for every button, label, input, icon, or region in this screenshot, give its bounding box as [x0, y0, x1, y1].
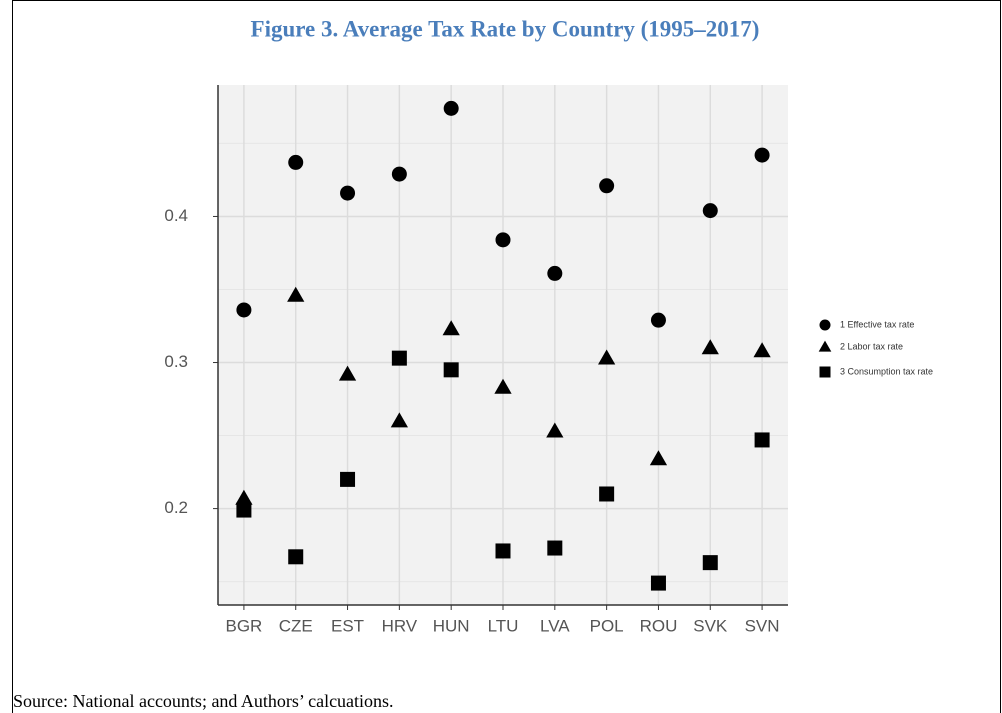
point — [702, 203, 718, 219]
x-tick-label: BGR — [225, 616, 262, 635]
point — [390, 412, 408, 428]
legend-label: 2 Labor tax rate — [840, 341, 903, 351]
y-tick-label: 0.4 — [164, 206, 188, 225]
x-tick-label: LVA — [540, 616, 570, 635]
frame — [12, 0, 1001, 713]
point — [288, 154, 304, 170]
point — [236, 502, 252, 518]
x-tick-label: ROU — [640, 616, 678, 635]
x-tick-label: CZE — [279, 616, 313, 635]
point — [547, 265, 563, 281]
point — [494, 378, 512, 394]
point — [391, 350, 407, 366]
point — [599, 486, 615, 502]
x-tick-label: EST — [331, 616, 364, 635]
point — [650, 575, 666, 591]
point — [495, 543, 511, 559]
point — [650, 312, 666, 328]
point — [235, 489, 253, 505]
legend-label: 3 Consumption tax rate — [840, 366, 933, 376]
point — [547, 540, 563, 556]
legend-symbol — [819, 366, 831, 378]
point — [701, 339, 719, 355]
point — [754, 432, 770, 448]
point — [598, 349, 616, 365]
point — [599, 178, 615, 194]
x-tick-label: SVK — [693, 616, 728, 635]
point — [340, 185, 356, 201]
point — [287, 286, 305, 302]
point — [288, 549, 304, 565]
point — [546, 422, 564, 438]
point — [754, 147, 770, 163]
legend-symbol — [818, 340, 832, 352]
point — [338, 365, 357, 381]
point — [443, 100, 459, 116]
x-tick-label: LTU — [488, 616, 519, 635]
legend-label: 1 Effective tax rate — [840, 319, 914, 329]
point — [649, 450, 668, 466]
point — [340, 471, 356, 487]
point — [753, 342, 771, 358]
y-tick-label: 0.2 — [164, 498, 188, 517]
point — [443, 362, 459, 378]
point — [391, 166, 407, 182]
point — [702, 555, 718, 571]
x-tick-label: POL — [590, 616, 624, 635]
x-tick-label: HRV — [382, 616, 418, 635]
point — [495, 232, 511, 248]
x-tick-label: SVN — [745, 616, 780, 635]
point — [442, 320, 460, 336]
x-tick-label: HUN — [433, 616, 470, 635]
y-tick-label: 0.3 — [164, 352, 188, 371]
point — [236, 302, 252, 318]
chart-title: Figure 3. Average Tax Rate by Country (1… — [251, 16, 760, 41]
source-note: Source: National accounts; and Authors’ … — [13, 691, 394, 711]
legend-symbol — [819, 319, 831, 331]
